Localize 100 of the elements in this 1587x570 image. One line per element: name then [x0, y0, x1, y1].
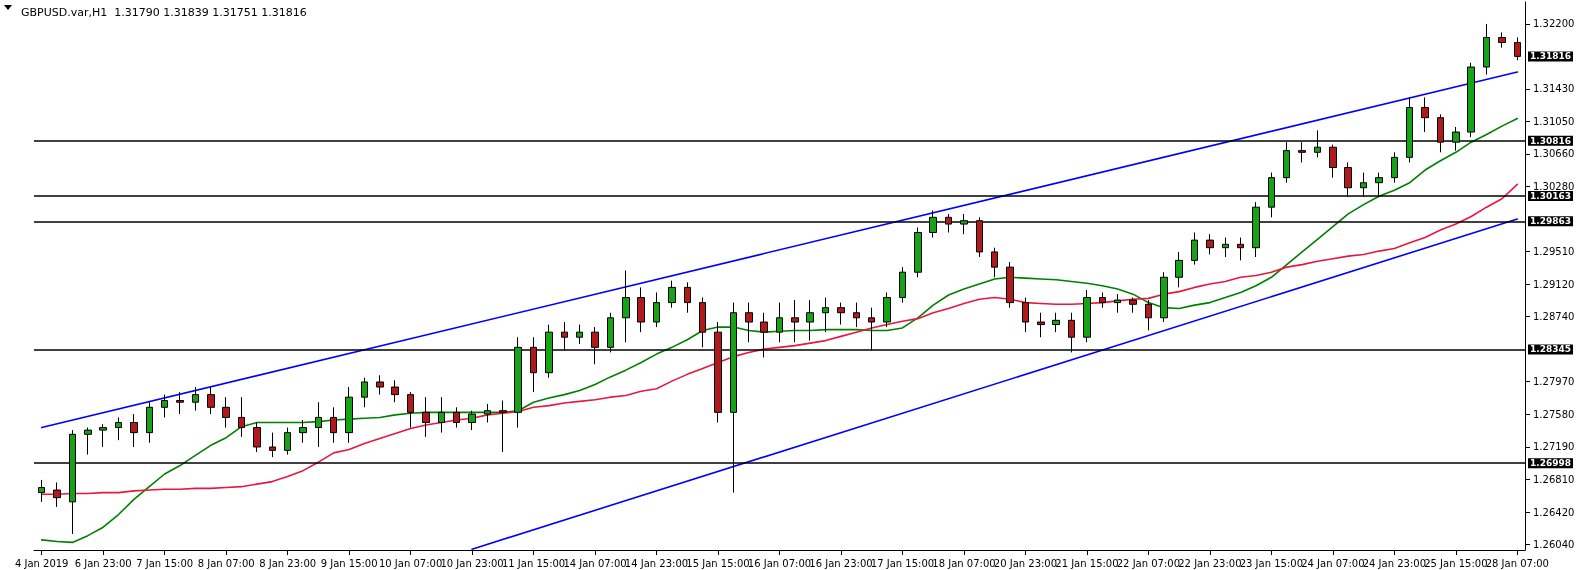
ref-line-label: 1.28345: [1530, 344, 1571, 355]
y-tick-label: 1.27580: [1533, 408, 1575, 420]
candlestick: [207, 386, 215, 415]
candlestick: [438, 396, 445, 434]
candlestick: [499, 400, 507, 453]
candlestick: [1498, 31, 1506, 49]
x-tick-label: 6 Jan 23:00: [74, 557, 132, 569]
candlestick: [1329, 144, 1337, 179]
candlestick: [1006, 261, 1014, 309]
x-tick-label: 10 Jan 07:00: [378, 557, 443, 569]
candlestick: [745, 302, 753, 343]
candlestick: [84, 427, 92, 456]
candlestick: [422, 396, 430, 438]
candlestick: [161, 394, 168, 418]
ref-line-label: 1.29863: [1530, 216, 1571, 227]
candlestick: [345, 386, 353, 444]
candlestick: [299, 419, 307, 444]
y-tick-label: 1.29510: [1533, 245, 1575, 257]
candlestick: [1160, 271, 1168, 323]
candlestick: [192, 386, 199, 412]
x-tick-label: 21 Jan 15:00: [1055, 557, 1119, 569]
candlestick: [38, 479, 45, 503]
x-tick-label: 7 Jan 15:00: [136, 557, 194, 569]
y-tick-label: 1.28740: [1533, 310, 1575, 322]
candlestick: [668, 280, 676, 309]
candlestick: [637, 286, 645, 333]
candlestick: [1222, 237, 1229, 258]
candlestick: [269, 432, 276, 458]
candlestick: [315, 401, 322, 448]
x-tick-label: 8 Jan 23:00: [259, 557, 317, 569]
y-tick-label: 1.29120: [1533, 278, 1575, 290]
x-tick-label: 9 Jan 15:00: [320, 557, 378, 569]
x-tick-label: 16 Jan 23:00: [809, 557, 873, 569]
ref-line-label: 1.26998: [1530, 458, 1571, 469]
candlestick: [361, 377, 368, 408]
candlestick: [806, 299, 814, 342]
x-tick-label: 22 Jan 23:00: [1178, 557, 1242, 569]
candlestick: [1175, 251, 1183, 288]
candlestick: [883, 291, 891, 328]
candlestick: [684, 281, 691, 314]
y-tick-label: 1.26420: [1533, 506, 1575, 518]
candlestick: [822, 297, 829, 333]
x-tick-label: 22 Jan 07:00: [1116, 557, 1181, 569]
candlestick: [1083, 289, 1091, 343]
candlestick: [1237, 237, 1244, 261]
candlestick: [1206, 233, 1214, 255]
x-tick-label: 4 Jan 2019: [14, 557, 69, 569]
x-tick-label: 24 Jan 07:00: [1301, 557, 1365, 569]
x-tick-label: 18 Jan 07:00: [932, 557, 996, 569]
candlestick: [222, 396, 230, 429]
y-tick-label: 1.27190: [1533, 441, 1575, 453]
x-tick-label: 20 Jan 23:00: [993, 557, 1058, 569]
x-tick-label: 15 Jan 15:00: [686, 557, 750, 569]
candlestick: [1022, 297, 1029, 333]
candlestick: [130, 413, 138, 448]
x-tick-label: 28 Jan 07:00: [1485, 557, 1549, 569]
candlestick: [1129, 297, 1137, 314]
candlestick: [899, 266, 906, 304]
y-tick-label: 1.26810: [1533, 473, 1575, 485]
candlestick: [576, 324, 583, 345]
x-tick-label: 10 Jan 23:00: [440, 557, 504, 569]
candlestick: [376, 374, 384, 396]
candlestick: [1483, 23, 1490, 76]
y-tick-label: 1.26040: [1533, 538, 1575, 550]
candlestick: [1114, 293, 1121, 314]
candlestick: [391, 379, 399, 403]
candlestick: [991, 247, 998, 278]
line-series: [40, 117, 1519, 544]
chart-title: GBPUSD.var,H1 1.31790 1.31839 1.31751 1.31816: [21, 6, 307, 19]
x-tick-label: 24 Jan 23:00: [1362, 557, 1427, 569]
candlestick: [176, 391, 184, 415]
candlestick: [837, 302, 845, 326]
candlestick: [699, 297, 706, 348]
candlestick: [99, 423, 107, 448]
candlestick: [1191, 232, 1198, 266]
x-tick-label: 23 Jan 15:00: [1239, 557, 1304, 569]
candlestick: [330, 406, 337, 444]
candlestick: [1391, 151, 1398, 184]
candlestick: [407, 391, 414, 429]
x-tick-label: 25 Jan 15:00: [1424, 557, 1488, 569]
candlestick: [453, 406, 460, 429]
candlestick: [1037, 312, 1045, 338]
y-tick-label: 1.30280: [1533, 180, 1575, 192]
candlestick: [853, 302, 860, 328]
x-tick-label: 8 Jan 07:00: [197, 557, 255, 569]
text: 1.31816: [1530, 51, 1571, 62]
candlestick: [484, 403, 491, 423]
candlestick: [146, 401, 153, 444]
candlestick: [776, 302, 783, 343]
y-tick-label: 1.27970: [1533, 375, 1575, 387]
candlestick: [1467, 62, 1475, 138]
line-series: [40, 183, 1519, 496]
y-tick-label: 1.32200: [1533, 18, 1575, 30]
ref-line-label: 1.30163: [1530, 190, 1571, 201]
candlestick: [622, 270, 630, 343]
y-tick-label: 1.30660: [1533, 148, 1575, 160]
candlestick: [115, 416, 122, 441]
candlestick: [1514, 36, 1521, 61]
candlestick: [653, 291, 660, 328]
candlestick: [53, 481, 61, 508]
